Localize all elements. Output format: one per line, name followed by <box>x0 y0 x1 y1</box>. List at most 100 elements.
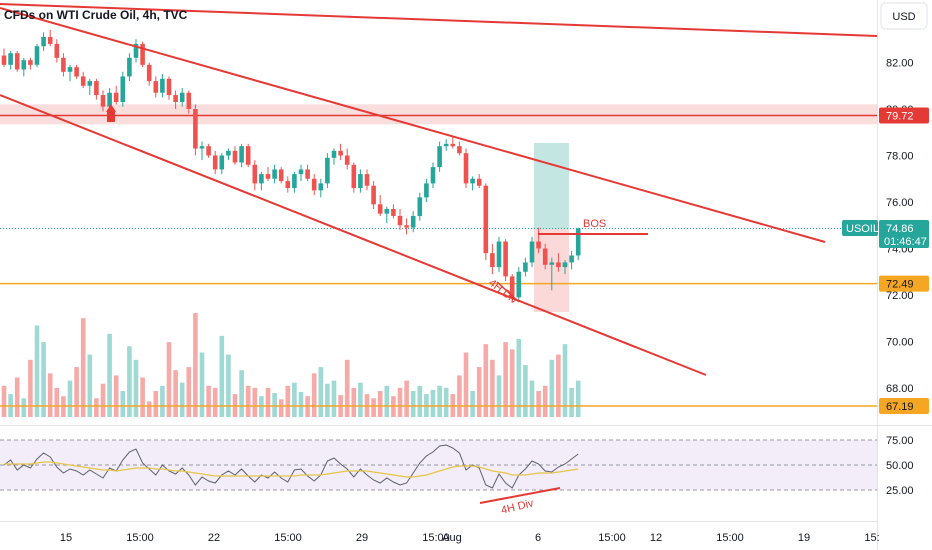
candle-body <box>21 60 27 70</box>
candle-body <box>450 143 456 147</box>
volume-bar <box>351 387 357 417</box>
volume-bar <box>140 377 145 417</box>
volume-bar <box>325 383 330 417</box>
candle-body <box>292 174 297 189</box>
candle-body <box>331 150 337 158</box>
candle-body <box>1 55 7 65</box>
volume-bar <box>344 359 350 417</box>
volume-layer <box>1 313 581 417</box>
volume-bar <box>166 342 172 417</box>
candle-body <box>575 228 581 256</box>
volume-bar <box>490 359 495 417</box>
volume-bar <box>523 365 528 417</box>
candle-body <box>74 67 79 77</box>
volume-bar <box>113 375 119 417</box>
volume-bar <box>146 401 152 417</box>
candle-body <box>424 183 429 198</box>
channel-upper-trendline <box>0 7 826 243</box>
volume-bar <box>1 385 7 417</box>
candle-body <box>490 253 495 268</box>
candle-body <box>259 174 264 184</box>
chart-title: CFDs on WTI Crude Oil, 4h, TVC <box>4 8 188 22</box>
candle-body <box>153 81 159 93</box>
candle-body <box>8 53 13 65</box>
volume-bar <box>483 344 489 417</box>
candle-body <box>417 197 423 216</box>
candle-body <box>503 241 508 277</box>
candle-body <box>239 146 244 163</box>
volume-bar <box>417 385 423 417</box>
volume-bar <box>549 359 555 417</box>
price-tick-label: 72.00 <box>886 290 914 302</box>
candle-body <box>311 178 317 191</box>
volume-bar <box>562 344 568 417</box>
volume-bar <box>245 385 251 417</box>
volume-bar <box>503 342 508 417</box>
candle-body <box>404 225 409 228</box>
candle-body <box>232 150 238 163</box>
volume-bar <box>173 370 178 417</box>
divergence-line-price <box>496 281 520 303</box>
volume-bar <box>331 380 337 417</box>
volume-bar <box>14 377 20 417</box>
price-tag-box <box>879 398 929 414</box>
time-tick-label: 15:00 <box>422 532 450 544</box>
volume-bar <box>186 367 192 417</box>
trendlines-layer[interactable] <box>0 3 878 376</box>
volume-bar <box>311 373 317 417</box>
candle-body <box>179 92 185 103</box>
volume-bar <box>41 342 46 417</box>
volume-bar <box>54 387 60 417</box>
time-tick-label: 29 <box>356 532 368 544</box>
volume-bar <box>457 375 462 417</box>
rsi-tick-label: 25.00 <box>886 485 914 497</box>
candle-body <box>556 262 561 268</box>
volume-bar <box>536 391 541 417</box>
target-zone <box>534 143 569 229</box>
price-tick-label: 70.00 <box>886 337 914 349</box>
time-tick-label: 15: <box>864 532 879 544</box>
candle-body <box>364 174 370 186</box>
volume-bar <box>278 399 284 417</box>
candle-body <box>463 153 469 184</box>
candle-body <box>344 155 350 165</box>
price-tick-label: 78.00 <box>886 151 914 163</box>
currency-button-frame[interactable] <box>880 2 928 30</box>
candle-body <box>193 109 198 149</box>
candle-body <box>173 95 178 103</box>
candle-body <box>47 36 53 44</box>
candle-body <box>160 78 165 93</box>
currency-button[interactable]: USD <box>892 11 915 23</box>
volume-bar <box>575 380 581 417</box>
volume-bar <box>496 375 502 417</box>
volume-bar <box>476 367 482 417</box>
volume-bar <box>318 367 324 417</box>
candle-body <box>278 169 284 182</box>
time-tick-label: 12 <box>650 532 662 544</box>
time-tick-label: 15 <box>60 532 72 544</box>
candle-body <box>529 241 535 263</box>
candle-body <box>430 167 436 184</box>
candle-body <box>437 146 442 168</box>
current-price-tag-box <box>879 220 929 248</box>
candle-body <box>536 241 541 249</box>
symbol-tag: USOIL <box>846 223 879 235</box>
candle-body <box>206 146 211 156</box>
volume-bar <box>443 387 449 417</box>
volume-bar <box>509 349 515 417</box>
time-tick-label: Aug <box>442 532 462 544</box>
candle-body <box>318 183 324 191</box>
rsi-axis: 25.00 50.00 75.00 <box>886 435 914 497</box>
volume-bar <box>397 387 403 417</box>
candle-body <box>94 81 99 96</box>
rsi-tick-label: 75.00 <box>886 435 914 447</box>
volume-bar <box>199 352 205 417</box>
time-tick-label: 15:00 <box>274 532 302 544</box>
candle-body <box>285 181 291 189</box>
candles-layer[interactable] <box>1 29 581 302</box>
candle-body <box>298 169 304 175</box>
